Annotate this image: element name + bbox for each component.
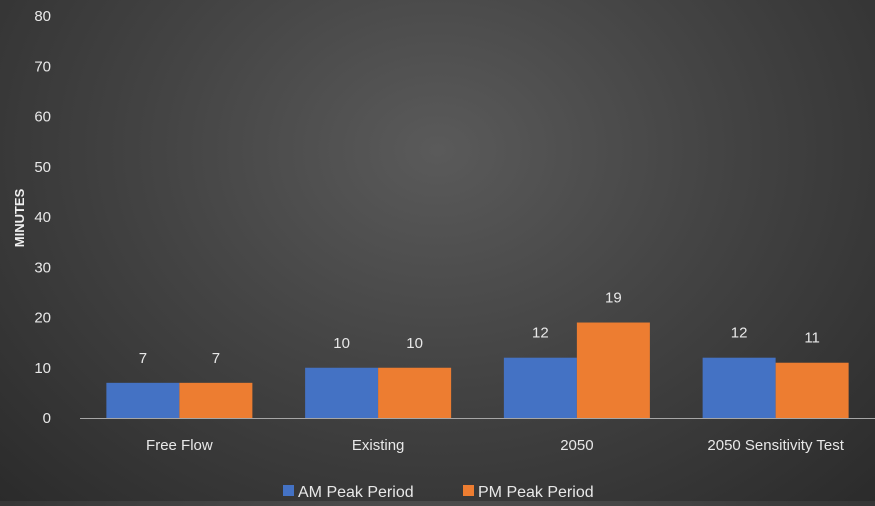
x-category-label: 2050 xyxy=(560,437,593,454)
x-category-label: Free Flow xyxy=(146,437,213,454)
legend: AM Peak Period PM Peak Period xyxy=(283,484,594,501)
y-tick-label: 30 xyxy=(34,259,51,276)
bar-pm-2 xyxy=(576,322,650,418)
data-label: 19 xyxy=(605,290,622,307)
data-label: 7 xyxy=(139,350,147,367)
data-label: 10 xyxy=(333,335,350,352)
data-labels: 7 7 10 10 12 19 12 11 xyxy=(139,290,820,367)
y-tick-label: 80 xyxy=(34,8,51,25)
legend-swatch xyxy=(463,485,474,496)
bar-am-2 xyxy=(503,357,577,418)
y-tick-label: 0 xyxy=(43,410,51,427)
legend-label: PM Peak Period xyxy=(478,484,594,501)
y-tick-label: 20 xyxy=(34,310,51,327)
bar-am-1 xyxy=(305,367,379,418)
data-label: 7 xyxy=(212,350,220,367)
bars xyxy=(106,322,849,418)
bar-pm-3 xyxy=(775,362,849,418)
x-category-label: Existing xyxy=(352,437,405,454)
bar-am-3 xyxy=(702,357,776,418)
x-category-label: 2050 Sensitivity Test xyxy=(707,437,844,454)
y-tick-label: 40 xyxy=(34,209,51,226)
data-label: 12 xyxy=(532,325,549,342)
y-tick-label: 70 xyxy=(34,58,51,75)
y-axis-ticks: 0 10 20 30 40 50 60 70 80 xyxy=(34,8,51,427)
data-label: 10 xyxy=(406,335,423,352)
y-tick-label: 10 xyxy=(34,360,51,377)
y-axis-label: MINUTES xyxy=(12,188,27,247)
y-tick-label: 60 xyxy=(34,109,51,126)
legend-swatch xyxy=(283,485,294,496)
bar-am-0 xyxy=(106,382,180,418)
data-label: 12 xyxy=(731,325,748,342)
bar-pm-1 xyxy=(378,367,452,418)
data-label: 11 xyxy=(804,330,820,347)
category-labels: Free Flow Existing 2050 2050 Sensitivity Te… xyxy=(146,437,845,454)
legend-label: AM Peak Period xyxy=(298,484,414,501)
bar-pm-0 xyxy=(179,382,253,418)
y-tick-label: 50 xyxy=(34,159,51,176)
